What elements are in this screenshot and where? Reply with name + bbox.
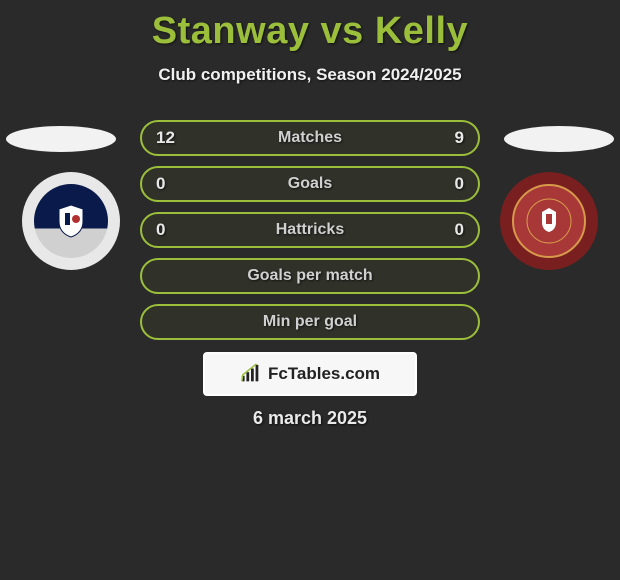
stat-value-left: 0 [156,174,184,194]
shield-icon-svg [51,201,91,241]
right-country-flag [504,126,614,152]
stat-value-right: 0 [436,220,464,240]
stat-row-matches: 12 Matches 9 [140,120,480,156]
stat-row-min-per-goal: Min per goal [140,304,480,340]
stat-value-left: 0 [156,220,184,240]
stat-value-right: 0 [436,174,464,194]
right-team-crest [500,172,598,270]
brand-text: FcTables.com [268,364,380,384]
stat-label: Goals [288,175,332,193]
crest-icon [512,184,586,258]
stat-value-right: 9 [436,128,464,148]
page-title: Stanway vs Kelly [0,0,620,53]
brand-badge: FcTables.com [203,352,417,396]
stat-rows-container: 12 Matches 9 0 Goals 0 0 Hattricks 0 Goa… [140,120,480,350]
stat-label: Matches [278,129,342,147]
date-text: 6 march 2025 [0,408,620,429]
bar-chart-icon [240,363,262,385]
left-team-crest [22,172,120,270]
stat-label: Min per goal [263,313,357,331]
stat-row-goals: 0 Goals 0 [140,166,480,202]
stat-label: Hattricks [276,221,344,239]
subtitle: Club competitions, Season 2024/2025 [0,65,620,85]
left-country-flag [6,126,116,152]
stat-value-left: 12 [156,128,184,148]
stat-label: Goals per match [247,267,372,285]
crest-icon-svg [524,196,574,246]
stat-row-goals-per-match: Goals per match [140,258,480,294]
stat-row-hattricks: 0 Hattricks 0 [140,212,480,248]
shield-icon [34,184,108,258]
